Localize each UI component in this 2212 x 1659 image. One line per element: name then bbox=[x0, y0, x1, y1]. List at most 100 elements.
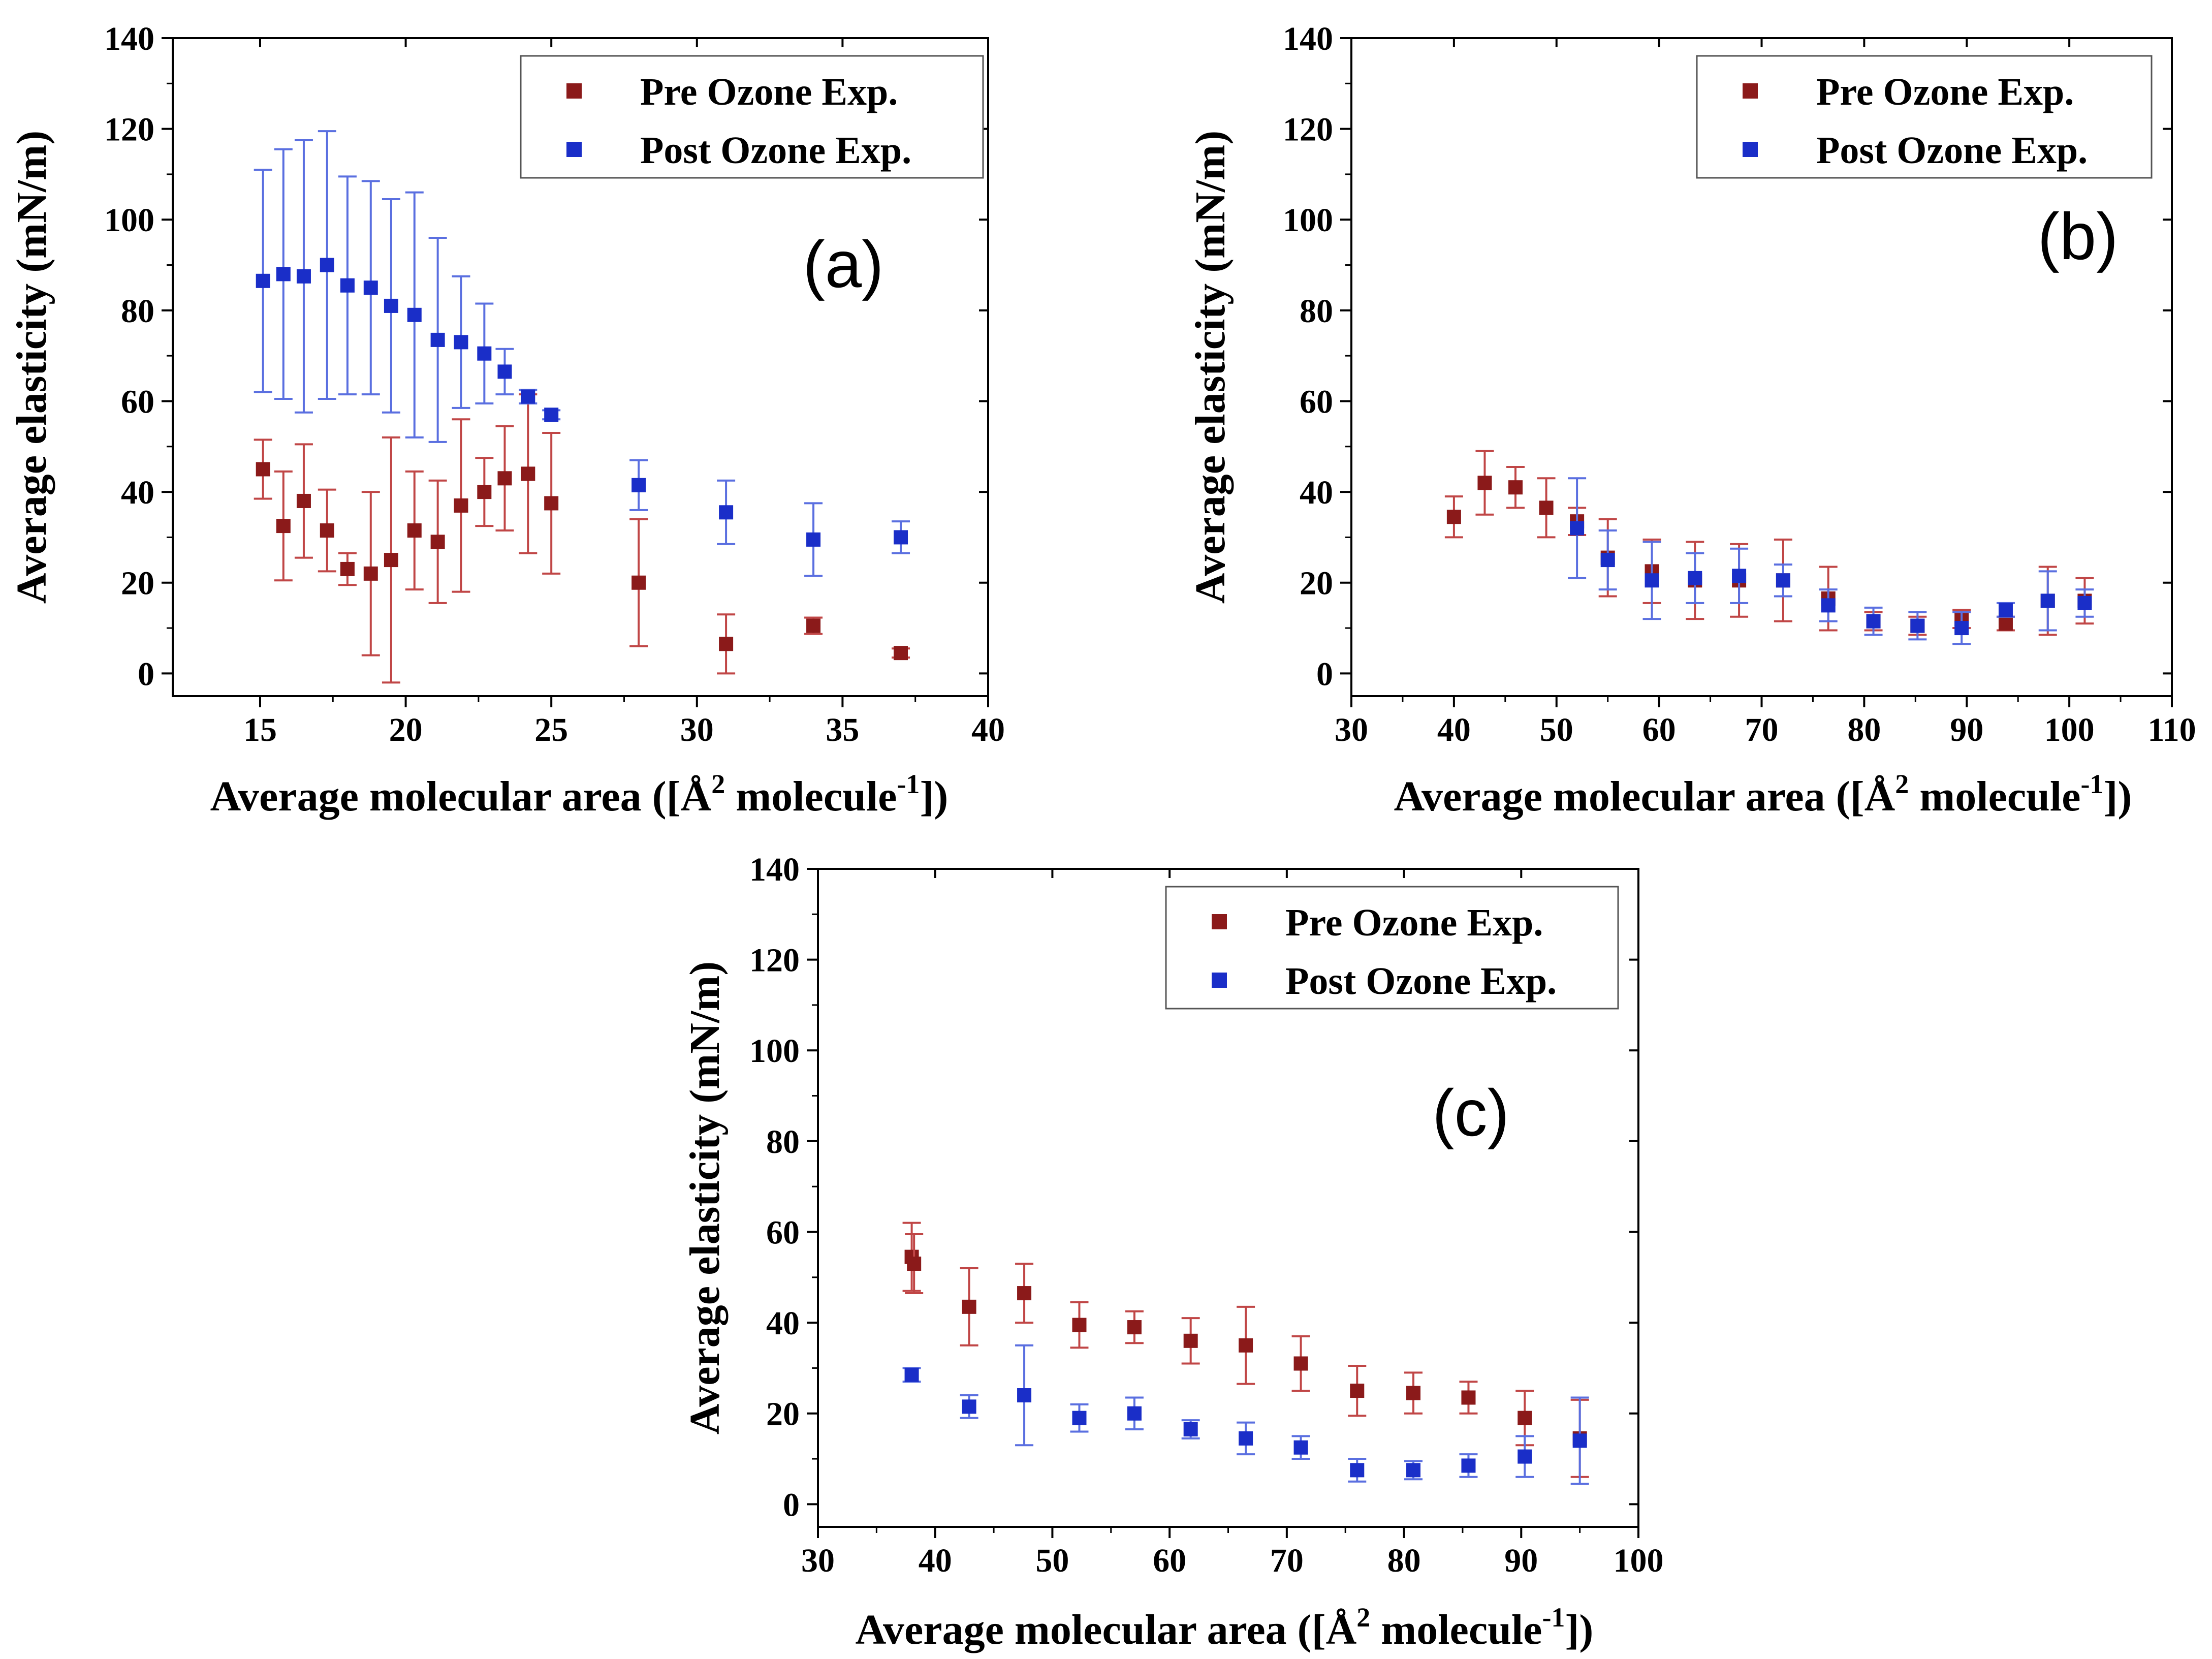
data-point bbox=[384, 553, 398, 568]
data-point bbox=[1350, 1384, 1365, 1398]
data-point bbox=[1600, 553, 1615, 568]
data-point bbox=[1239, 1338, 1253, 1353]
data-point bbox=[276, 267, 291, 281]
x-tick-label: 40 bbox=[1437, 711, 1471, 748]
data-point bbox=[1998, 603, 2013, 617]
series-pre-ozone bbox=[902, 1222, 1589, 1478]
data-point bbox=[521, 466, 535, 481]
y-tick-label: 0 bbox=[1316, 655, 1333, 693]
x-axis-title: Average molecular area ([Å2 molecule-1]) bbox=[1394, 769, 2132, 820]
y-tick-label: 140 bbox=[749, 851, 800, 888]
x-axis-title-superscript: -1 bbox=[897, 769, 920, 799]
data-point bbox=[363, 566, 378, 581]
legend: Pre Ozone Exp. Post Ozone Exp. bbox=[1165, 886, 1619, 1010]
y-tick-label: 0 bbox=[138, 655, 154, 693]
x-tick-label: 40 bbox=[971, 711, 1005, 748]
legend: Pre Ozone Exp. Post Ozone Exp. bbox=[520, 55, 984, 179]
data-point bbox=[806, 532, 821, 547]
y-tick-label: 0 bbox=[783, 1486, 800, 1523]
chart-panel-c: 30 40 50 60 70 80 90 100 0 20 40 60 80 100 120 140 Avera… bbox=[681, 851, 1664, 1653]
chart-panel-a: 15 20 25 30 35 40 0 20 40 60 80 100 120 140 Average mo… bbox=[8, 20, 1005, 820]
panel-label: (b) bbox=[2038, 199, 2119, 273]
y-tick-label: 80 bbox=[121, 293, 154, 330]
data-point bbox=[907, 1257, 922, 1271]
data-point bbox=[454, 335, 468, 350]
x-axis-title-part: ]) bbox=[1565, 1606, 1593, 1653]
data-point bbox=[806, 618, 821, 633]
x-tick-label: 70 bbox=[1270, 1542, 1304, 1579]
y-tick-label: 20 bbox=[1300, 565, 1333, 602]
data-point bbox=[407, 523, 422, 538]
data-point bbox=[1688, 571, 1702, 585]
y-tick-label: 60 bbox=[1300, 383, 1333, 420]
data-point bbox=[1017, 1286, 1032, 1301]
data-point bbox=[631, 478, 646, 492]
chart-panel-b: 30 40 50 60 70 80 90 100 110 0 20 40 60 80 100 120 140 Av… bbox=[1187, 20, 2196, 820]
x-axis-title-superscript: -1 bbox=[2080, 769, 2103, 799]
x-axis-title-part: molecule bbox=[725, 773, 897, 820]
data-point bbox=[962, 1299, 976, 1314]
y-tick-label: 100 bbox=[104, 202, 154, 239]
data-point bbox=[904, 1367, 919, 1382]
x-axis-title-part: ]) bbox=[2103, 773, 2132, 820]
y-tick-label: 80 bbox=[1300, 293, 1333, 330]
data-point bbox=[631, 575, 646, 590]
data-point bbox=[1572, 1433, 1587, 1448]
legend-marker bbox=[1212, 914, 1227, 929]
panel-label: (a) bbox=[803, 227, 884, 301]
x-tick-label: 35 bbox=[826, 711, 859, 748]
data-point bbox=[256, 462, 270, 477]
y-tick-label: 60 bbox=[766, 1214, 800, 1251]
data-point bbox=[1072, 1411, 1087, 1425]
y-tick-label: 20 bbox=[766, 1396, 800, 1433]
data-point bbox=[1821, 598, 1836, 613]
data-point bbox=[256, 273, 270, 288]
data-point bbox=[407, 307, 422, 322]
data-point bbox=[1350, 1463, 1365, 1478]
data-point bbox=[320, 523, 334, 538]
legend-label: Pre Ozone Exp. bbox=[1285, 901, 1543, 944]
data-point bbox=[384, 298, 398, 313]
data-point bbox=[1406, 1463, 1421, 1478]
legend-label: Pre Ozone Exp. bbox=[1816, 71, 2074, 113]
data-point bbox=[497, 364, 512, 379]
data-point bbox=[894, 530, 908, 545]
data-point bbox=[1732, 569, 1747, 583]
data-point bbox=[340, 561, 355, 576]
legend-marker bbox=[1212, 973, 1227, 988]
data-point bbox=[1998, 616, 2013, 631]
x-tick-label: 15 bbox=[243, 711, 277, 748]
data-point bbox=[454, 498, 468, 513]
legend-marker bbox=[566, 83, 582, 99]
data-point bbox=[2077, 596, 2092, 610]
y-tick-label: 120 bbox=[104, 111, 154, 148]
y-tick-label: 140 bbox=[1283, 20, 1333, 57]
data-point bbox=[1508, 480, 1523, 495]
legend-box bbox=[1165, 886, 1619, 1010]
data-point bbox=[430, 332, 445, 347]
x-axis-title-superscript: 2 bbox=[711, 769, 725, 799]
y-tick-label: 120 bbox=[749, 942, 800, 979]
data-point bbox=[1954, 621, 1969, 636]
x-tick-label: 80 bbox=[1847, 711, 1881, 748]
y-axis-title: Average elasticity (mN/m) bbox=[8, 131, 55, 604]
y-tick-label: 40 bbox=[1300, 474, 1333, 511]
data-point bbox=[1183, 1422, 1198, 1436]
x-tick-label: 60 bbox=[1642, 711, 1676, 748]
x-axis-title-superscript: 2 bbox=[1895, 769, 1909, 799]
legend-label: Post Ozone Exp. bbox=[1285, 960, 1557, 1003]
x-axis-title: Average molecular area ([Å2 molecule-1]) bbox=[856, 1602, 1594, 1653]
data-point bbox=[320, 258, 334, 272]
legend-marker bbox=[1743, 83, 1758, 99]
x-tick-label: 100 bbox=[2044, 711, 2095, 748]
x-tick-label: 50 bbox=[1540, 711, 1573, 748]
data-point bbox=[1570, 521, 1585, 536]
series-post-ozone bbox=[1568, 477, 2094, 645]
x-tick-label: 70 bbox=[1745, 711, 1779, 748]
data-point bbox=[363, 280, 378, 295]
data-point bbox=[1127, 1320, 1142, 1335]
data-point bbox=[1539, 500, 1554, 515]
data-point bbox=[1293, 1440, 1308, 1455]
x-axis-title-part: molecule bbox=[1909, 773, 2080, 820]
